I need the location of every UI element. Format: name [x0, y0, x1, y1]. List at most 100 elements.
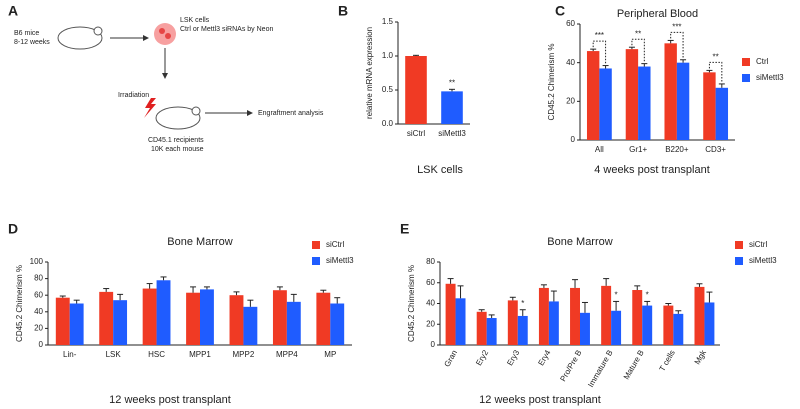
bar [715, 87, 729, 140]
significance: *** [595, 31, 604, 40]
bar [632, 290, 643, 345]
mouse-ear [93, 26, 103, 36]
panel-label: C [555, 3, 565, 19]
significance-bracket [592, 40, 607, 64]
significance: ** [635, 29, 641, 38]
bar [142, 288, 157, 345]
bar [243, 306, 258, 345]
label: B6 mice [14, 30, 39, 37]
x-tick-label: MPP1 [189, 350, 211, 359]
bar [673, 313, 684, 345]
x-tick-label: MPP4 [276, 350, 298, 359]
bar [69, 303, 84, 345]
y-tick-label: 0.0 [382, 119, 394, 128]
legend-swatch [312, 257, 320, 265]
bar [476, 311, 487, 345]
y-tick-label: 100 [30, 257, 44, 266]
label: Engraftment analysis [258, 110, 324, 117]
legend-label: siMettl3 [326, 256, 354, 265]
x-tick-label: Ery3 [505, 348, 521, 367]
y-tick-label: 0 [39, 340, 44, 349]
bar [580, 312, 590, 345]
significance-bracket [708, 61, 723, 82]
x-tick-label: MPP2 [233, 350, 255, 359]
y-tick-label: 20 [34, 324, 43, 333]
x-tick-label: Ery4 [536, 348, 552, 367]
legend-label: siMettl3 [749, 256, 777, 265]
bar [455, 298, 466, 345]
y-axis-label: CD45.2 Chimerism % [407, 265, 416, 342]
y-tick-label: 0.5 [382, 85, 394, 94]
bar [405, 56, 427, 124]
legend-label: siMettl3 [756, 73, 784, 82]
x-tick-label: T cells [658, 349, 677, 373]
bar [99, 291, 114, 345]
y-tick-label: 0 [571, 135, 576, 144]
legend-label: siCtrl [326, 240, 344, 249]
x-axis-label: 12 weeks post transplant [109, 394, 231, 406]
x-axis-label: LSK cells [417, 164, 463, 176]
bar [286, 301, 301, 345]
mouse-ear [191, 106, 201, 116]
label: LSK cells [180, 17, 210, 24]
x-tick-label: B220+ [665, 145, 689, 154]
x-tick-label: Lin- [63, 350, 77, 359]
label: 8-12 weeks [14, 39, 50, 46]
chart-title: Bone Marrow [547, 236, 612, 248]
chart-title: Bone Marrow [167, 236, 232, 248]
significance: ** [713, 53, 719, 62]
significance: * [521, 299, 524, 308]
y-axis-label: CD45.2 Chimerism % [547, 44, 556, 121]
y-tick-label: 60 [426, 278, 435, 287]
bar [625, 49, 639, 141]
bar [486, 318, 497, 345]
bar [694, 286, 705, 345]
bar [330, 303, 345, 345]
significance: * [615, 291, 618, 300]
x-tick-label: siMettl3 [438, 129, 466, 138]
bar [316, 292, 331, 345]
bar [599, 68, 612, 140]
significance-bracket [670, 31, 684, 58]
mouse-icon [57, 26, 103, 50]
bar [704, 302, 715, 345]
bar [611, 310, 622, 345]
x-tick-label: CD3+ [705, 145, 726, 154]
bar [601, 285, 612, 345]
bar [272, 290, 287, 345]
y-tick-label: 40 [34, 307, 43, 316]
x-tick-label: MP [324, 350, 336, 359]
y-tick-label: 40 [566, 58, 575, 67]
cell [165, 33, 171, 39]
y-tick-label: 1.5 [382, 17, 394, 26]
y-tick-label: 80 [34, 274, 43, 283]
significance: *** [672, 23, 681, 32]
bar [663, 305, 674, 345]
bar [156, 280, 171, 345]
x-tick-label: Ery2 [474, 348, 490, 367]
cells-icon [154, 23, 176, 45]
x-tick-label: All [595, 145, 604, 154]
legend-swatch [735, 257, 743, 265]
bar [538, 287, 549, 345]
bar [113, 300, 128, 345]
cell [159, 28, 165, 34]
x-tick-label: Immature B [586, 349, 614, 389]
bar [638, 66, 651, 140]
label: Irradiation [118, 92, 149, 99]
y-tick-label: 80 [426, 257, 435, 266]
panel-label: E [400, 221, 409, 237]
mouse-icon [155, 106, 201, 130]
bar [676, 62, 690, 140]
bar [441, 91, 463, 124]
panel-label: D [8, 221, 18, 237]
legend-swatch [735, 241, 743, 249]
y-tick-label: 20 [426, 319, 435, 328]
legend-swatch [742, 74, 750, 82]
legend-swatch [742, 58, 750, 66]
x-axis-label: 4 weeks post transplant [594, 164, 710, 176]
x-tick-label: LSK [106, 350, 122, 359]
x-tick-label: HSC [148, 350, 165, 359]
panel-label: A [8, 3, 18, 19]
